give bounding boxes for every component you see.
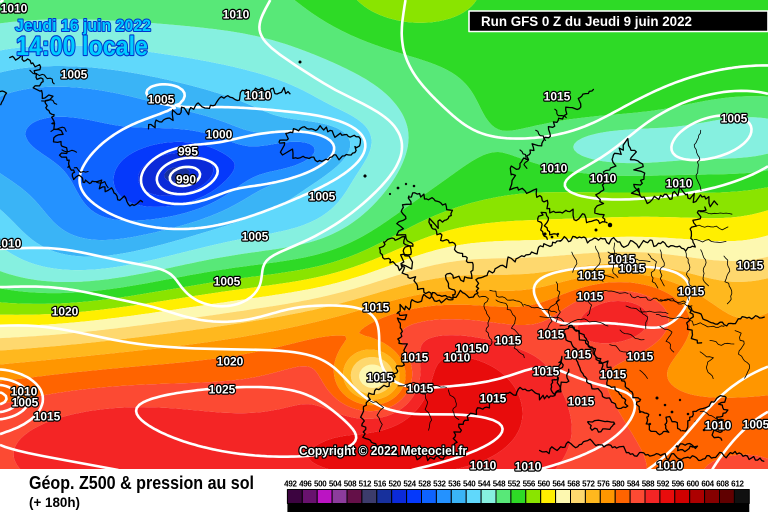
svg-text:612: 612 [731, 480, 744, 489]
svg-text:1005: 1005 [242, 230, 269, 244]
svg-text:564: 564 [552, 480, 565, 489]
svg-text:1020: 1020 [52, 305, 79, 319]
svg-text:1010: 1010 [223, 8, 250, 22]
svg-text:576: 576 [597, 480, 610, 489]
svg-text:1010: 1010 [590, 172, 617, 186]
svg-text:1015: 1015 [565, 348, 592, 362]
svg-text:1015: 1015 [578, 269, 605, 283]
svg-text:1015: 1015 [600, 368, 627, 382]
svg-text:1010: 1010 [1, 2, 28, 16]
svg-text:560: 560 [537, 480, 550, 489]
svg-text:500: 500 [314, 480, 327, 489]
svg-text:516: 516 [374, 480, 387, 489]
svg-text:1015: 1015 [34, 410, 61, 424]
svg-text:544: 544 [478, 480, 491, 489]
svg-text:604: 604 [701, 480, 714, 489]
svg-text:10150: 10150 [455, 342, 489, 356]
svg-text:1015: 1015 [678, 285, 705, 299]
svg-text:584: 584 [627, 480, 640, 489]
svg-text:532: 532 [433, 480, 446, 489]
svg-text:1010: 1010 [657, 459, 684, 473]
svg-text:1015: 1015 [533, 365, 560, 379]
svg-text:995: 995 [178, 145, 198, 159]
svg-text:1015: 1015 [544, 90, 571, 104]
svg-text:540: 540 [463, 480, 476, 489]
svg-text:508: 508 [344, 480, 357, 489]
svg-text:990: 990 [176, 173, 196, 187]
svg-text:1015: 1015 [367, 371, 394, 385]
svg-text:600: 600 [686, 480, 699, 489]
svg-text:588: 588 [642, 480, 655, 489]
svg-text:520: 520 [388, 480, 401, 489]
svg-text:580: 580 [612, 480, 625, 489]
svg-text:1005: 1005 [721, 112, 748, 126]
svg-text:1010: 1010 [515, 460, 542, 474]
svg-text:1025: 1025 [209, 383, 236, 397]
svg-text:556: 556 [523, 480, 536, 489]
svg-text:504: 504 [329, 480, 342, 489]
svg-text:1010: 1010 [705, 419, 732, 433]
svg-text:Géop. Z500 & pression au sol: Géop. Z500 & pression au sol [29, 473, 254, 493]
svg-text:1005: 1005 [12, 396, 39, 410]
svg-text:548: 548 [493, 480, 506, 489]
svg-text:1010: 1010 [444, 351, 471, 365]
svg-text:1000: 1000 [206, 128, 233, 142]
svg-text:524: 524 [403, 480, 416, 489]
svg-text:1010: 1010 [666, 177, 693, 191]
svg-text:528: 528 [418, 480, 431, 489]
svg-text:1005: 1005 [61, 68, 88, 82]
svg-text:1015: 1015 [568, 395, 595, 409]
svg-text:552: 552 [508, 480, 521, 489]
svg-text:592: 592 [657, 480, 670, 489]
svg-text:608: 608 [716, 480, 729, 489]
svg-text:1005: 1005 [214, 275, 241, 289]
svg-text:1005: 1005 [743, 418, 768, 432]
svg-text:572: 572 [582, 480, 595, 489]
svg-text:1010: 1010 [541, 162, 568, 176]
svg-text:512: 512 [359, 480, 372, 489]
svg-text:492: 492 [284, 480, 297, 489]
svg-text:Copyright © 2022 Meteociel.fr: Copyright © 2022 Meteociel.fr [299, 444, 467, 458]
svg-text:536: 536 [448, 480, 461, 489]
svg-text:1010: 1010 [245, 89, 272, 103]
svg-text:1015: 1015 [480, 392, 507, 406]
svg-text:1015: 1015 [619, 262, 646, 276]
svg-text:1015: 1015 [538, 328, 565, 342]
svg-text:1010: 1010 [11, 385, 38, 399]
svg-text:1015: 1015 [402, 351, 429, 365]
svg-text:1015: 1015 [577, 290, 604, 304]
svg-text:1020: 1020 [217, 355, 244, 369]
svg-text:1015: 1015 [407, 382, 434, 396]
svg-text:Jeudi 16 juin 2022: Jeudi 16 juin 2022 [15, 16, 151, 35]
svg-text:1010: 1010 [0, 237, 22, 251]
svg-text:1015: 1015 [609, 253, 636, 267]
svg-text:1015: 1015 [737, 259, 764, 273]
svg-text:1015: 1015 [363, 301, 390, 315]
svg-text:1010: 1010 [470, 459, 497, 473]
svg-text:1015: 1015 [495, 334, 522, 348]
svg-text:1005: 1005 [309, 190, 336, 204]
svg-text:1015: 1015 [627, 350, 654, 364]
svg-text:1005: 1005 [148, 93, 175, 107]
svg-text:Run GFS 0 Z du Jeudi 9 juin 20: Run GFS 0 Z du Jeudi 9 juin 2022 [481, 13, 692, 29]
svg-text:496: 496 [299, 480, 312, 489]
svg-text:(+ 180h): (+ 180h) [29, 494, 80, 510]
svg-text:596: 596 [672, 480, 685, 489]
svg-text:568: 568 [567, 480, 580, 489]
svg-text:14:00 locale: 14:00 locale [16, 31, 148, 61]
